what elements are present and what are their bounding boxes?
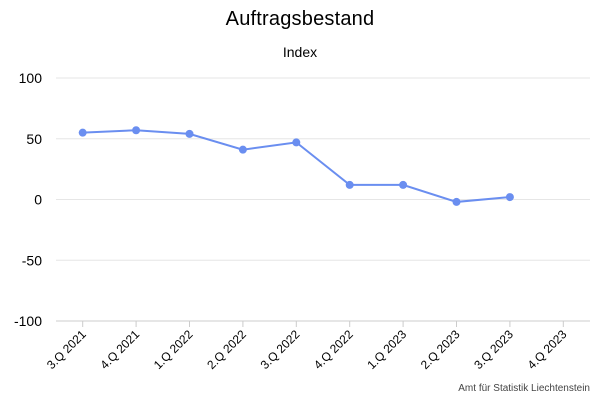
data-point [345, 180, 354, 189]
gridlines [56, 77, 590, 322]
x-tick-label: 1.Q 2023 [364, 327, 409, 372]
chart-subtitle: Index [282, 44, 318, 60]
x-tick-label: 3.Q 2023 [471, 327, 516, 372]
data-point [185, 129, 194, 138]
x-tick-label: 4.Q 2022 [311, 327, 356, 372]
x-tick-label: 4.Q 2023 [525, 327, 570, 372]
x-tick-label: 2.Q 2023 [418, 327, 463, 372]
y-tick-label: -50 [22, 252, 42, 268]
data-point [78, 128, 87, 137]
data-point [132, 126, 141, 135]
data-point [238, 145, 247, 154]
series-layer [78, 126, 514, 206]
x-tick-label: 3.Q 2021 [44, 327, 89, 372]
x-axis-ticks: 3.Q 2021 4.Q 2021 1.Q 2022 2.Q 2022 3.Q 2022… [44, 321, 570, 372]
x-tick-label: 2.Q 2022 [204, 327, 249, 372]
chart-title: Auftragsbestand [225, 8, 375, 30]
y-axis-ticks: 100 50 0 -50 -100 [14, 70, 42, 329]
source-credit: Amt für Statistik Liechtenstein [458, 383, 590, 394]
y-tick-label: 0 [34, 192, 42, 208]
y-tick-label: -100 [14, 313, 42, 329]
data-point [399, 180, 408, 189]
x-tick-label: 4.Q 2021 [97, 327, 142, 372]
data-point [292, 138, 301, 147]
data-point [452, 197, 461, 206]
y-tick-label: 100 [19, 70, 43, 86]
x-tick-label: 3.Q 2022 [258, 327, 303, 372]
y-tick-label: 50 [26, 131, 42, 147]
x-tick-label: 1.Q 2022 [151, 327, 196, 372]
data-point [505, 193, 514, 202]
